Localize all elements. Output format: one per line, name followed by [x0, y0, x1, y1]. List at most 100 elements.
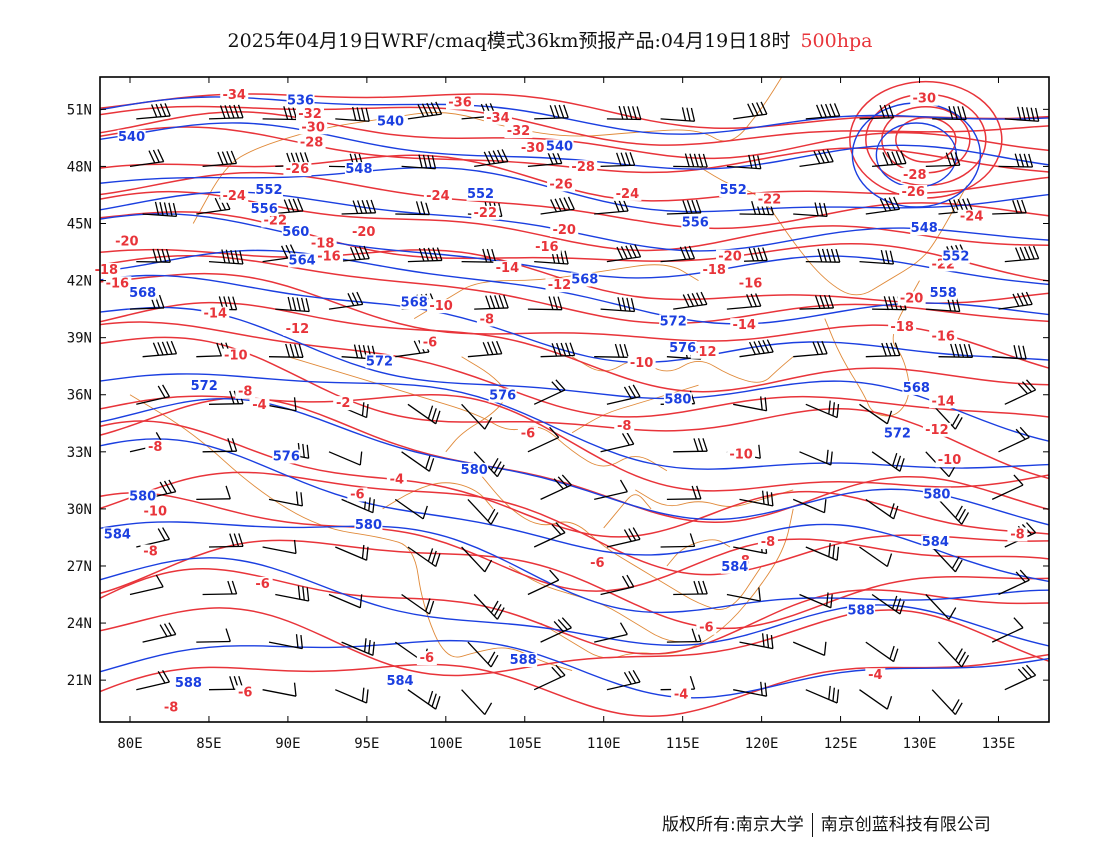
- temperature-label-bg: [504, 124, 533, 139]
- isotherm-line: [100, 211, 1049, 282]
- temperature-label-bg: [283, 321, 312, 336]
- lon-label: 105E: [508, 736, 542, 752]
- geopotential-label: 552: [467, 187, 494, 202]
- geopotential-label-bg: [883, 426, 912, 441]
- lon-label: 120E: [745, 736, 779, 752]
- wind-barb: [805, 543, 840, 561]
- border-line: [571, 384, 699, 434]
- temperature-label-bg: [736, 276, 765, 291]
- lon-label: 85E: [196, 736, 221, 752]
- isotherm-line: [100, 321, 1049, 418]
- geopotential-label-bg: [386, 673, 415, 688]
- temperature-label: -20: [352, 225, 376, 240]
- isotherm-line: [100, 190, 1049, 252]
- wind-barb: [1004, 379, 1037, 405]
- wind-barb: [474, 149, 509, 168]
- temperature-label: -6: [423, 335, 437, 350]
- temperature-label: -8: [238, 385, 252, 400]
- wind-barb: [594, 198, 629, 215]
- geopotential-label-bg: [365, 354, 394, 369]
- wind-barb: [673, 153, 708, 168]
- wind-barb: [1004, 245, 1040, 263]
- isotherm-line: [100, 607, 1049, 677]
- temperature-label-bg: [696, 620, 717, 635]
- temperature-label-bg: [308, 236, 337, 251]
- temperature-label-bg: [900, 167, 929, 182]
- temperature-label-bg: [252, 576, 273, 591]
- geopotential-label-bg: [354, 517, 383, 532]
- geopotential-label: 556: [251, 202, 278, 217]
- wind-barb: [792, 641, 827, 656]
- lat-label: 48N: [67, 159, 92, 175]
- wind-barb: [401, 154, 437, 170]
- wind-barb: [268, 634, 304, 650]
- wind-barb: [202, 150, 238, 168]
- title-main: 2025年04月19日WRF/cmaq模式36km预报产品:04月19日18时: [227, 30, 791, 52]
- wind-barb: [799, 294, 835, 310]
- geopotential-label-bg: [466, 186, 495, 201]
- geopotential-label-bg: [286, 93, 315, 108]
- isotherm-line: [100, 393, 1049, 492]
- wind-barb: [341, 199, 377, 215]
- wind-barb: [208, 533, 244, 548]
- temperature-label: -6: [350, 487, 364, 502]
- wind-barb: [142, 622, 177, 643]
- temperature-label-bg: [922, 422, 951, 437]
- geopotential-label: 572: [660, 314, 687, 329]
- temperature-label-bg: [386, 472, 407, 487]
- map-title: 2025年04月19日WRF/cmaq模式36km预报产品:04月19日18时 5…: [0, 26, 1100, 53]
- wind-barb: [474, 294, 509, 310]
- temperature-label: -22: [474, 206, 498, 221]
- wind-barb: [202, 580, 238, 596]
- wind-barb: [407, 247, 443, 263]
- wind-barb: [268, 343, 304, 358]
- geopotential-label-bg: [720, 559, 749, 574]
- geopotential-label: 580: [461, 463, 488, 478]
- wind-barb: [991, 617, 1024, 643]
- geopotential-label: 576: [669, 341, 696, 356]
- contour-labels: -34-32-30-28-26-36-34-32-30-28-26-24 -24-…: [92, 87, 1028, 716]
- geopotential-label: 560: [282, 225, 309, 240]
- isotherm-line: [100, 539, 1049, 630]
- wind-barb: [871, 451, 905, 472]
- temperature-label-bg: [897, 291, 926, 306]
- wind-barb: [129, 149, 165, 168]
- axis-ticks: 51N 48N 45N 42N 39N 36N 33N 30N 27N 24N 21N 80E 85E 9…: [67, 77, 1049, 752]
- geopotential-label: 580: [664, 392, 691, 407]
- temperature-label: -8: [617, 419, 631, 434]
- border-line: [382, 482, 494, 510]
- wind-barb: [467, 498, 499, 525]
- temperature-label-bg: [550, 223, 579, 238]
- geopotential-label-bg: [941, 249, 970, 264]
- wind-barb: [792, 498, 827, 514]
- temperature-label: -26: [901, 185, 925, 200]
- geopotential-label-bg: [460, 462, 489, 477]
- temperature-label-bg: [220, 188, 249, 203]
- wind-barb: [859, 546, 893, 568]
- wind-barb: [467, 641, 499, 668]
- lon-label: 110E: [587, 736, 621, 752]
- temperature-label-bg: [532, 240, 561, 255]
- temperature-label: -18: [890, 320, 914, 335]
- wind-barb: [407, 101, 443, 120]
- wind-barb: [606, 384, 641, 405]
- wind-barb: [1004, 106, 1040, 122]
- temperature-label: -8: [164, 701, 178, 716]
- geopotential-label: 540: [118, 130, 145, 145]
- temperature-label-bg: [929, 394, 958, 409]
- wind-barb: [805, 685, 840, 704]
- geopotential-label: 580: [923, 487, 950, 502]
- temperature-label-bg: [349, 224, 378, 239]
- geopotential-label: 572: [366, 354, 393, 369]
- geopotential-label-bg: [681, 215, 710, 230]
- wind-barb: [208, 104, 244, 120]
- wind-barb: [991, 474, 1024, 500]
- temperature-label: -28: [300, 135, 324, 150]
- lon-label: 130E: [903, 736, 937, 752]
- geopotential-label-bg: [659, 314, 688, 329]
- wind-barb: [527, 296, 563, 311]
- wind-barb: [859, 403, 893, 425]
- geopotential-label-bg: [128, 489, 157, 504]
- wind-barb: [533, 379, 566, 405]
- temperature-label: -4: [674, 687, 688, 702]
